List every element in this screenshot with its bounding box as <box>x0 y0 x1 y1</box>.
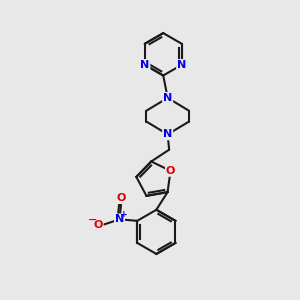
Text: −: − <box>88 215 97 225</box>
Text: N: N <box>140 60 149 70</box>
Text: O: O <box>116 193 126 203</box>
Text: O: O <box>166 166 175 176</box>
Text: N: N <box>163 129 172 140</box>
Text: O: O <box>93 220 103 230</box>
Text: +: + <box>120 210 128 219</box>
Text: N: N <box>115 214 124 224</box>
Text: N: N <box>163 93 172 103</box>
Text: N: N <box>177 60 186 70</box>
